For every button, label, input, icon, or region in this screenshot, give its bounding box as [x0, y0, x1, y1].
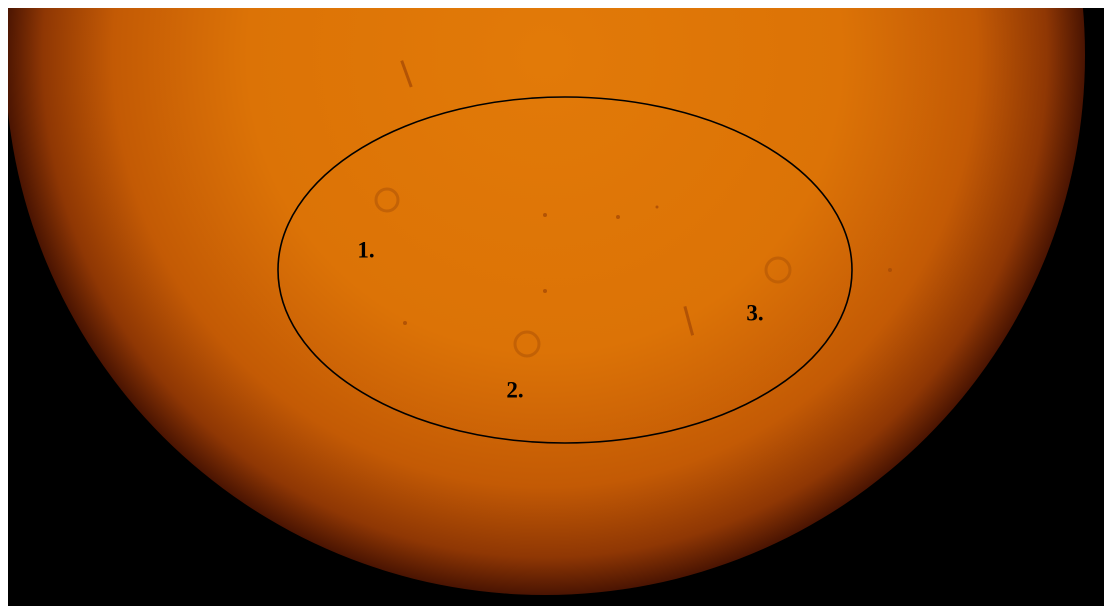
highlight-ellipse [277, 96, 853, 444]
specks [400, 60, 892, 336]
label: 2. [506, 377, 523, 402]
label: 3. [746, 300, 763, 325]
sun-disk [8, 8, 1085, 595]
sunspots [374, 187, 792, 358]
label: 1. [357, 237, 374, 262]
